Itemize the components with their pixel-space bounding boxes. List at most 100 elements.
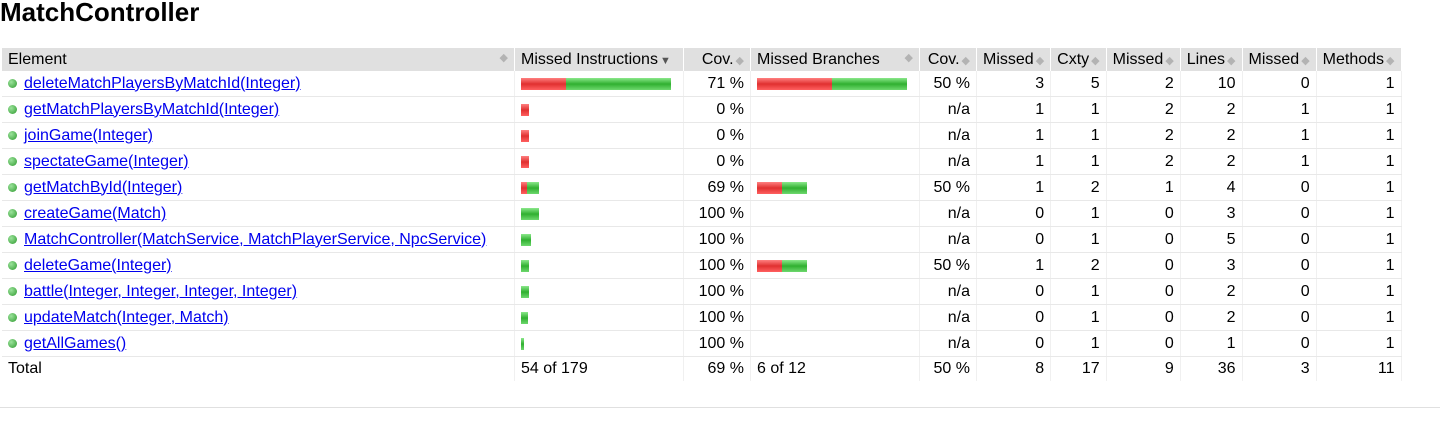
header-element[interactable]: Element ◆ [2,48,515,71]
header-branch-coverage[interactable]: Cov. ◆ [919,48,977,71]
method-icon [8,208,17,218]
method-link[interactable]: deleteMatchPlayersByMatchId(Integer) [24,74,301,92]
method-link[interactable]: getAllGames() [24,334,127,352]
sort-icon: ◆ [499,51,508,64]
missed-lines: 0 [1106,226,1181,253]
sort-icon: ◆ [1227,54,1236,67]
covered-bar-segment [782,259,807,272]
table-row: MatchController(MatchService, MatchPlaye… [2,226,1402,253]
cxty: 1 [1050,226,1107,253]
coverage-bar [521,233,677,246]
sort-icon: ◆ [904,51,913,64]
method-link[interactable]: MatchController(MatchService, MatchPlaye… [24,230,487,248]
branch-coverage: n/a [919,122,977,149]
sort-icon: ◆ [961,54,970,67]
method-link[interactable]: joinGame(Integer) [24,126,153,144]
coverage-bar [521,103,677,116]
methods: 1 [1316,71,1402,97]
total-instructions: 54 of 179 [514,356,684,381]
missed-bar-segment [757,259,782,272]
element-cell: deleteGame(Integer) [2,252,515,279]
branch-coverage: 50 % [919,71,977,97]
branches-bar-cell [750,96,920,123]
header-cxty[interactable]: Cxty ◆ [1050,48,1107,71]
element-cell: MatchController(MatchService, MatchPlaye… [2,226,515,253]
instr-coverage: 0 % [683,148,751,175]
methods: 1 [1316,278,1402,305]
method-link[interactable]: getMatchById(Integer) [24,178,183,196]
methods: 1 [1316,226,1402,253]
missed-lines: 2 [1106,148,1181,175]
method-icon [8,234,17,244]
page-title: MatchController [0,0,200,27]
coverage-bar [757,104,913,116]
lines: 10 [1180,71,1243,97]
header-missed-branches[interactable]: Missed Branches ◆ [750,48,920,71]
coverage-bar [521,259,677,272]
total-label: Total [2,356,515,381]
method-link[interactable]: updateMatch(Integer, Match) [24,308,229,326]
header-methods[interactable]: Methods ◆ [1316,48,1402,71]
table-row: updateMatch(Integer, Match) 100 % n/a 0 1 0 2 0… [2,304,1402,331]
covered-bar-segment [832,77,907,90]
table-row: deleteMatchPlayersByMatchId(Integer) 71 %… [2,71,1402,97]
element-cell: joinGame(Integer) [2,122,515,149]
branches-bar-cell [750,226,920,253]
instr-coverage: 100 % [683,252,751,279]
method-link[interactable]: spectateGame(Integer) [24,152,189,170]
missed-cxty: 0 [976,304,1052,331]
methods: 1 [1316,200,1402,227]
element-cell: createGame(Match) [2,200,515,227]
missed-methods: 0 [1242,226,1317,253]
missed-methods: 0 [1242,278,1317,305]
lines: 2 [1180,148,1243,175]
table-row: spectateGame(Integer) 0 % n/a 1 1 2 2 1 1 [2,148,1402,175]
missed-bar-segment [521,129,529,142]
lines: 3 [1180,200,1243,227]
instructions-bar-cell [514,200,684,227]
method-link[interactable]: deleteGame(Integer) [24,256,172,274]
cxty: 1 [1050,122,1107,149]
branches-bar-cell [750,330,920,357]
instructions-bar-cell [514,304,684,331]
cxty: 1 [1050,278,1107,305]
method-link[interactable]: battle(Integer, Integer, Integer, Intege… [24,282,298,300]
table-header: Element ◆ Missed Instructions ▼ Cov. ◆ Mis… [2,48,1402,71]
coverage-bar [757,312,913,324]
table-row: createGame(Match) 100 % n/a 0 1 0 3 0 1 [2,200,1402,227]
instructions-bar-cell [514,278,684,305]
table-row: battle(Integer, Integer, Integer, Intege… [2,278,1402,305]
coverage-bar [521,129,677,142]
missed-lines: 2 [1106,122,1181,149]
method-link[interactable]: getMatchPlayersByMatchId(Integer) [24,100,280,118]
branch-coverage: n/a [919,278,977,305]
header-missed-methods[interactable]: Missed ◆ [1242,48,1317,71]
header-missed-cxty[interactable]: Missed ◆ [976,48,1052,71]
branch-coverage: 50 % [919,252,977,279]
missed-cxty: 0 [976,226,1052,253]
missed-cxty: 1 [976,252,1052,279]
total-branch-coverage: 50 % [919,356,977,381]
missed-methods: 1 [1242,148,1317,175]
element-cell: battle(Integer, Integer, Integer, Intege… [2,278,515,305]
cxty: 5 [1050,71,1107,97]
instructions-bar-cell [514,226,684,253]
header-missed-instructions[interactable]: Missed Instructions ▼ [514,48,684,71]
covered-bar-segment [527,181,539,194]
missed-methods: 0 [1242,252,1317,279]
table-row: getMatchById(Integer) 69 % 50 % 1 2 1 4 0 1 [2,174,1402,201]
table-row: deleteGame(Integer) 100 % 50 % 1 2 0 3 0 1 [2,252,1402,279]
branches-bar-cell [750,122,920,149]
coverage-bar [521,155,677,168]
methods: 1 [1316,252,1402,279]
instr-coverage: 100 % [683,226,751,253]
header-lines[interactable]: Lines ◆ [1180,48,1243,71]
instr-coverage: 69 % [683,174,751,201]
covered-bar-segment [566,77,671,90]
header-instr-coverage[interactable]: Cov. ◆ [683,48,751,71]
total-lines: 36 [1180,356,1243,381]
method-link[interactable]: createGame(Match) [24,204,167,222]
header-missed-lines[interactable]: Missed ◆ [1106,48,1181,71]
coverage-bar [757,77,913,90]
missed-methods: 0 [1242,174,1317,201]
